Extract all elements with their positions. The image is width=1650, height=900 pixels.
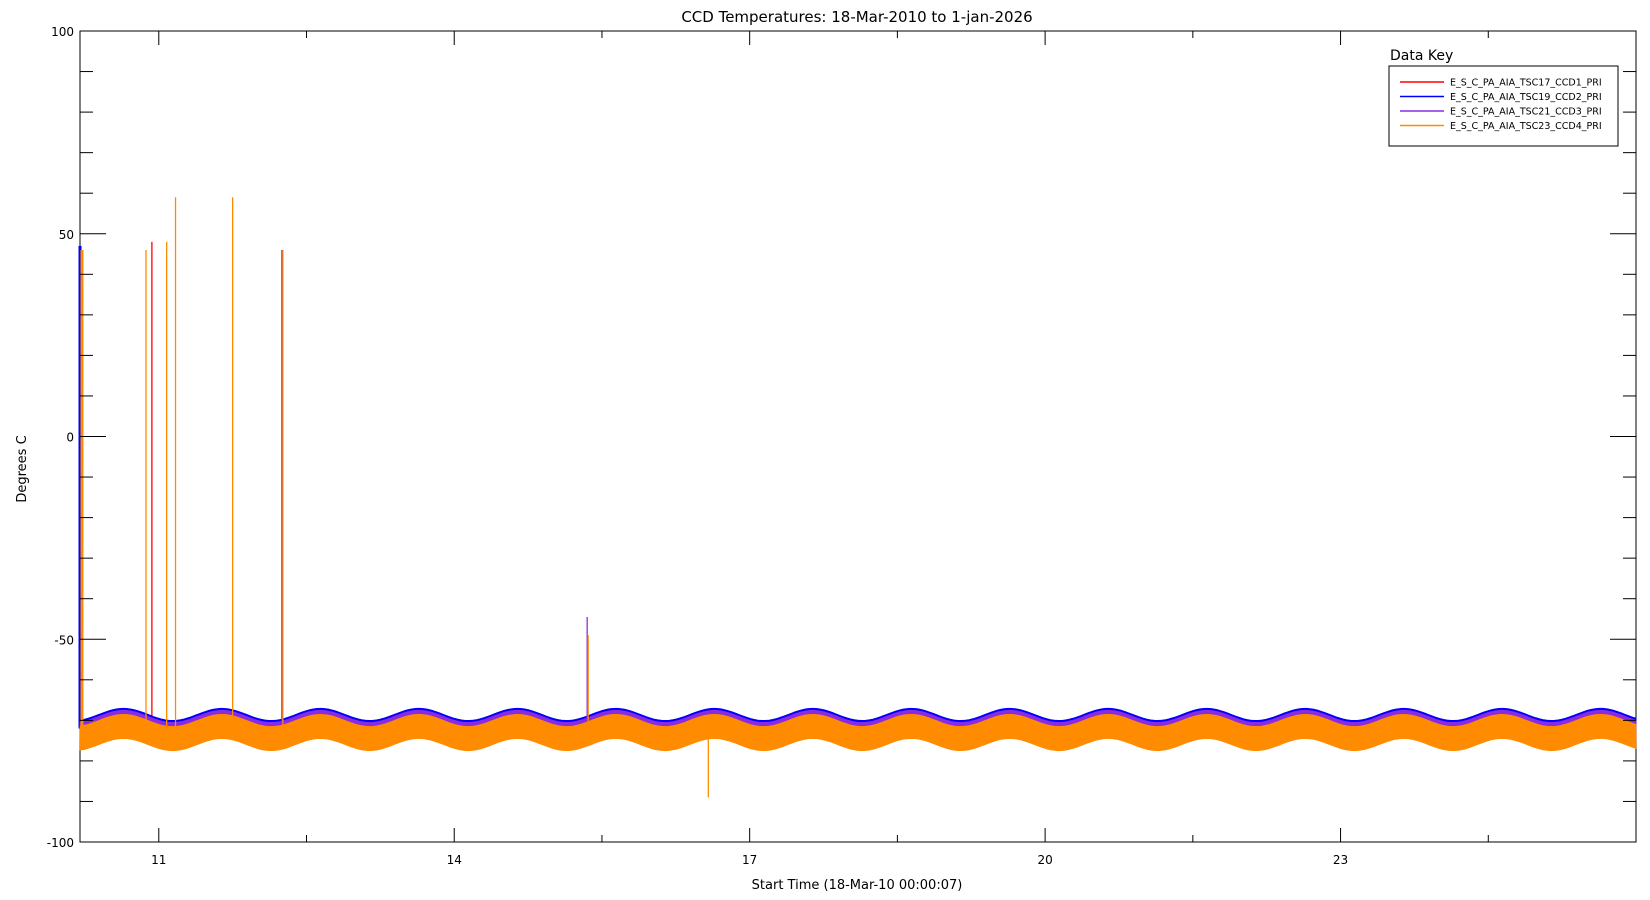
y-tick-label: -100 bbox=[47, 836, 74, 850]
x-tick-label: 11 bbox=[151, 853, 166, 867]
series-layer bbox=[78, 197, 1637, 798]
axes-layer: 11 14 17 20 23 -100 -50 0 50 100 bbox=[47, 25, 1637, 867]
legend-box bbox=[1388, 65, 1619, 147]
chart-title: CCD Temperatures: 18-Mar-2010 to 1-jan-2… bbox=[681, 8, 1032, 26]
y-tick-label: 50 bbox=[59, 228, 74, 242]
series-3 bbox=[79, 249, 1637, 737]
legend-entry: E_S_C_PA_AIA_TSC21_CCD3_PRI bbox=[1400, 107, 1602, 118]
legend-entry: E_S_C_PA_AIA_TSC23_CCD4_PRI bbox=[1400, 121, 1602, 132]
y-tick-label: -50 bbox=[54, 633, 74, 647]
series-band bbox=[79, 713, 1637, 752]
series-4 bbox=[79, 197, 1637, 798]
legend-label: E_S_C_PA_AIA_TSC21_CCD3_PRI bbox=[1450, 107, 1602, 118]
y-axis-label: Degrees C bbox=[15, 435, 30, 502]
legend: Data Key E_S_C_PA_AIA_TSC17_CCD1_PRI E_S_… bbox=[1388, 48, 1619, 147]
x-axis-label: Start Time (18-Mar-10 00:00:07) bbox=[752, 878, 963, 893]
legend-title: Data Key bbox=[1390, 48, 1453, 64]
x-tick-label: 14 bbox=[447, 853, 462, 867]
series-1 bbox=[79, 241, 1637, 741]
series-2 bbox=[78, 245, 1637, 735]
legend-entry: E_S_C_PA_AIA_TSC17_CCD1_PRI bbox=[1400, 78, 1602, 89]
legend-label: E_S_C_PA_AIA_TSC17_CCD1_PRI bbox=[1450, 78, 1602, 89]
x-tick-label: 20 bbox=[1037, 853, 1052, 867]
y-tick-label: 0 bbox=[66, 431, 74, 445]
x-tick-label: 17 bbox=[742, 853, 757, 867]
y-tick-label: 100 bbox=[51, 25, 74, 39]
legend-entry: E_S_C_PA_AIA_TSC19_CCD2_PRI bbox=[1400, 92, 1602, 103]
legend-label: E_S_C_PA_AIA_TSC19_CCD2_PRI bbox=[1450, 92, 1602, 103]
legend-label: E_S_C_PA_AIA_TSC23_CCD4_PRI bbox=[1450, 121, 1602, 132]
x-tick-label: 23 bbox=[1333, 853, 1348, 867]
